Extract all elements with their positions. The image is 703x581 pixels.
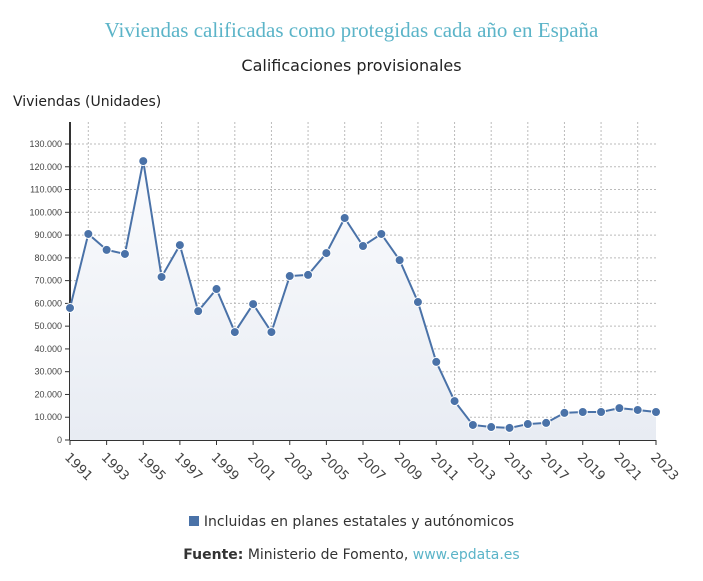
x-tick-label: 2013: [464, 450, 498, 484]
x-tick-label: 2009: [391, 450, 425, 484]
data-point: [303, 269, 314, 280]
data-point: [632, 404, 643, 415]
data-point: [174, 240, 185, 251]
x-tick-label: 1999: [208, 450, 242, 484]
x-tick-label: 2019: [574, 450, 608, 484]
source-link[interactable]: www.epdata.es: [412, 547, 520, 563]
chart-plot: 0 10.000 20.000 30.000 40.000 50.000 60.000 70.…: [29, 122, 681, 484]
y-tick-label: 20.000: [34, 389, 62, 399]
data-point: [138, 156, 149, 167]
y-tick-label: 50.000: [34, 321, 62, 331]
y-tick-label: 40.000: [34, 344, 62, 354]
data-point: [651, 406, 661, 417]
data-point: [486, 422, 497, 433]
y-tick-label: 0: [57, 435, 62, 445]
data-point: [193, 306, 204, 317]
data-point: [229, 327, 240, 338]
y-tick-label: 110.000: [30, 185, 62, 195]
data-point: [541, 417, 552, 428]
x-tick-label: 2011: [427, 450, 461, 484]
y-tick-label: 120.000: [29, 162, 62, 172]
data-point: [596, 406, 607, 417]
x-tick-label: 1997: [171, 450, 205, 484]
data-point: [101, 244, 112, 255]
x-tick-label: 2007: [354, 450, 388, 484]
source-label: Fuente:: [183, 547, 244, 563]
data-point: [248, 299, 259, 310]
legend-label[interactable]: Incluidas en planes estatales y autónomi…: [203, 514, 515, 530]
data-point: [412, 297, 423, 308]
data-point: [431, 356, 442, 367]
chart-subtitle: Calificaciones provisionales: [241, 56, 462, 75]
chart-title: Viviendas calificadas como protegidas ca…: [104, 18, 599, 42]
data-point: [321, 248, 332, 259]
x-tick-label: 2001: [244, 450, 278, 484]
data-point: [614, 403, 625, 414]
y-tick-label: 130.000: [29, 139, 62, 149]
y-tick-label: 10.000: [34, 412, 62, 422]
data-point: [449, 396, 460, 407]
data-point: [284, 271, 295, 282]
data-point: [559, 407, 570, 418]
source-text: Ministerio de Fomento,: [247, 547, 409, 563]
data-point: [376, 228, 387, 239]
data-point: [504, 422, 515, 433]
source: Fuente: Ministerio de Fomento, www.epdat…: [0, 547, 703, 563]
data-point: [211, 284, 222, 295]
y-tick-label: 100.000: [29, 207, 62, 217]
data-point: [65, 302, 75, 313]
data-point: [522, 419, 533, 430]
data-point: [339, 213, 350, 223]
x-tick-label: 1991: [61, 450, 95, 484]
data-point: [119, 248, 130, 259]
legend-swatch: [188, 516, 199, 526]
data-point: [156, 271, 167, 282]
data-point: [577, 406, 588, 417]
y-tick-label: 60.000: [34, 298, 62, 308]
data-point: [83, 228, 94, 239]
x-tick-label: 1995: [134, 450, 168, 484]
y-tick-label: 70.000: [34, 276, 62, 286]
x-tick-label: 2003: [281, 450, 315, 484]
x-tick-label: 2021: [611, 450, 645, 484]
y-tick-label: 90.000: [34, 230, 62, 240]
y-tick-label: 80.000: [34, 253, 62, 263]
data-point: [266, 327, 277, 338]
data-point: [394, 255, 405, 266]
y-axis-label: Viviendas (Unidades): [13, 94, 162, 110]
x-tick-label: 2005: [318, 450, 352, 484]
data-point: [358, 241, 368, 252]
x-tick-label: 2023: [647, 450, 681, 484]
data-point: [467, 419, 478, 430]
series-area: [70, 161, 656, 441]
legend: Incluidas en planes estatales y autónomi…: [0, 514, 703, 530]
x-tick-label: 2017: [537, 450, 571, 484]
x-tick-label: 2015: [501, 450, 535, 484]
x-tick-label: 1993: [98, 450, 132, 484]
y-tick-label: 30.000: [34, 367, 62, 377]
